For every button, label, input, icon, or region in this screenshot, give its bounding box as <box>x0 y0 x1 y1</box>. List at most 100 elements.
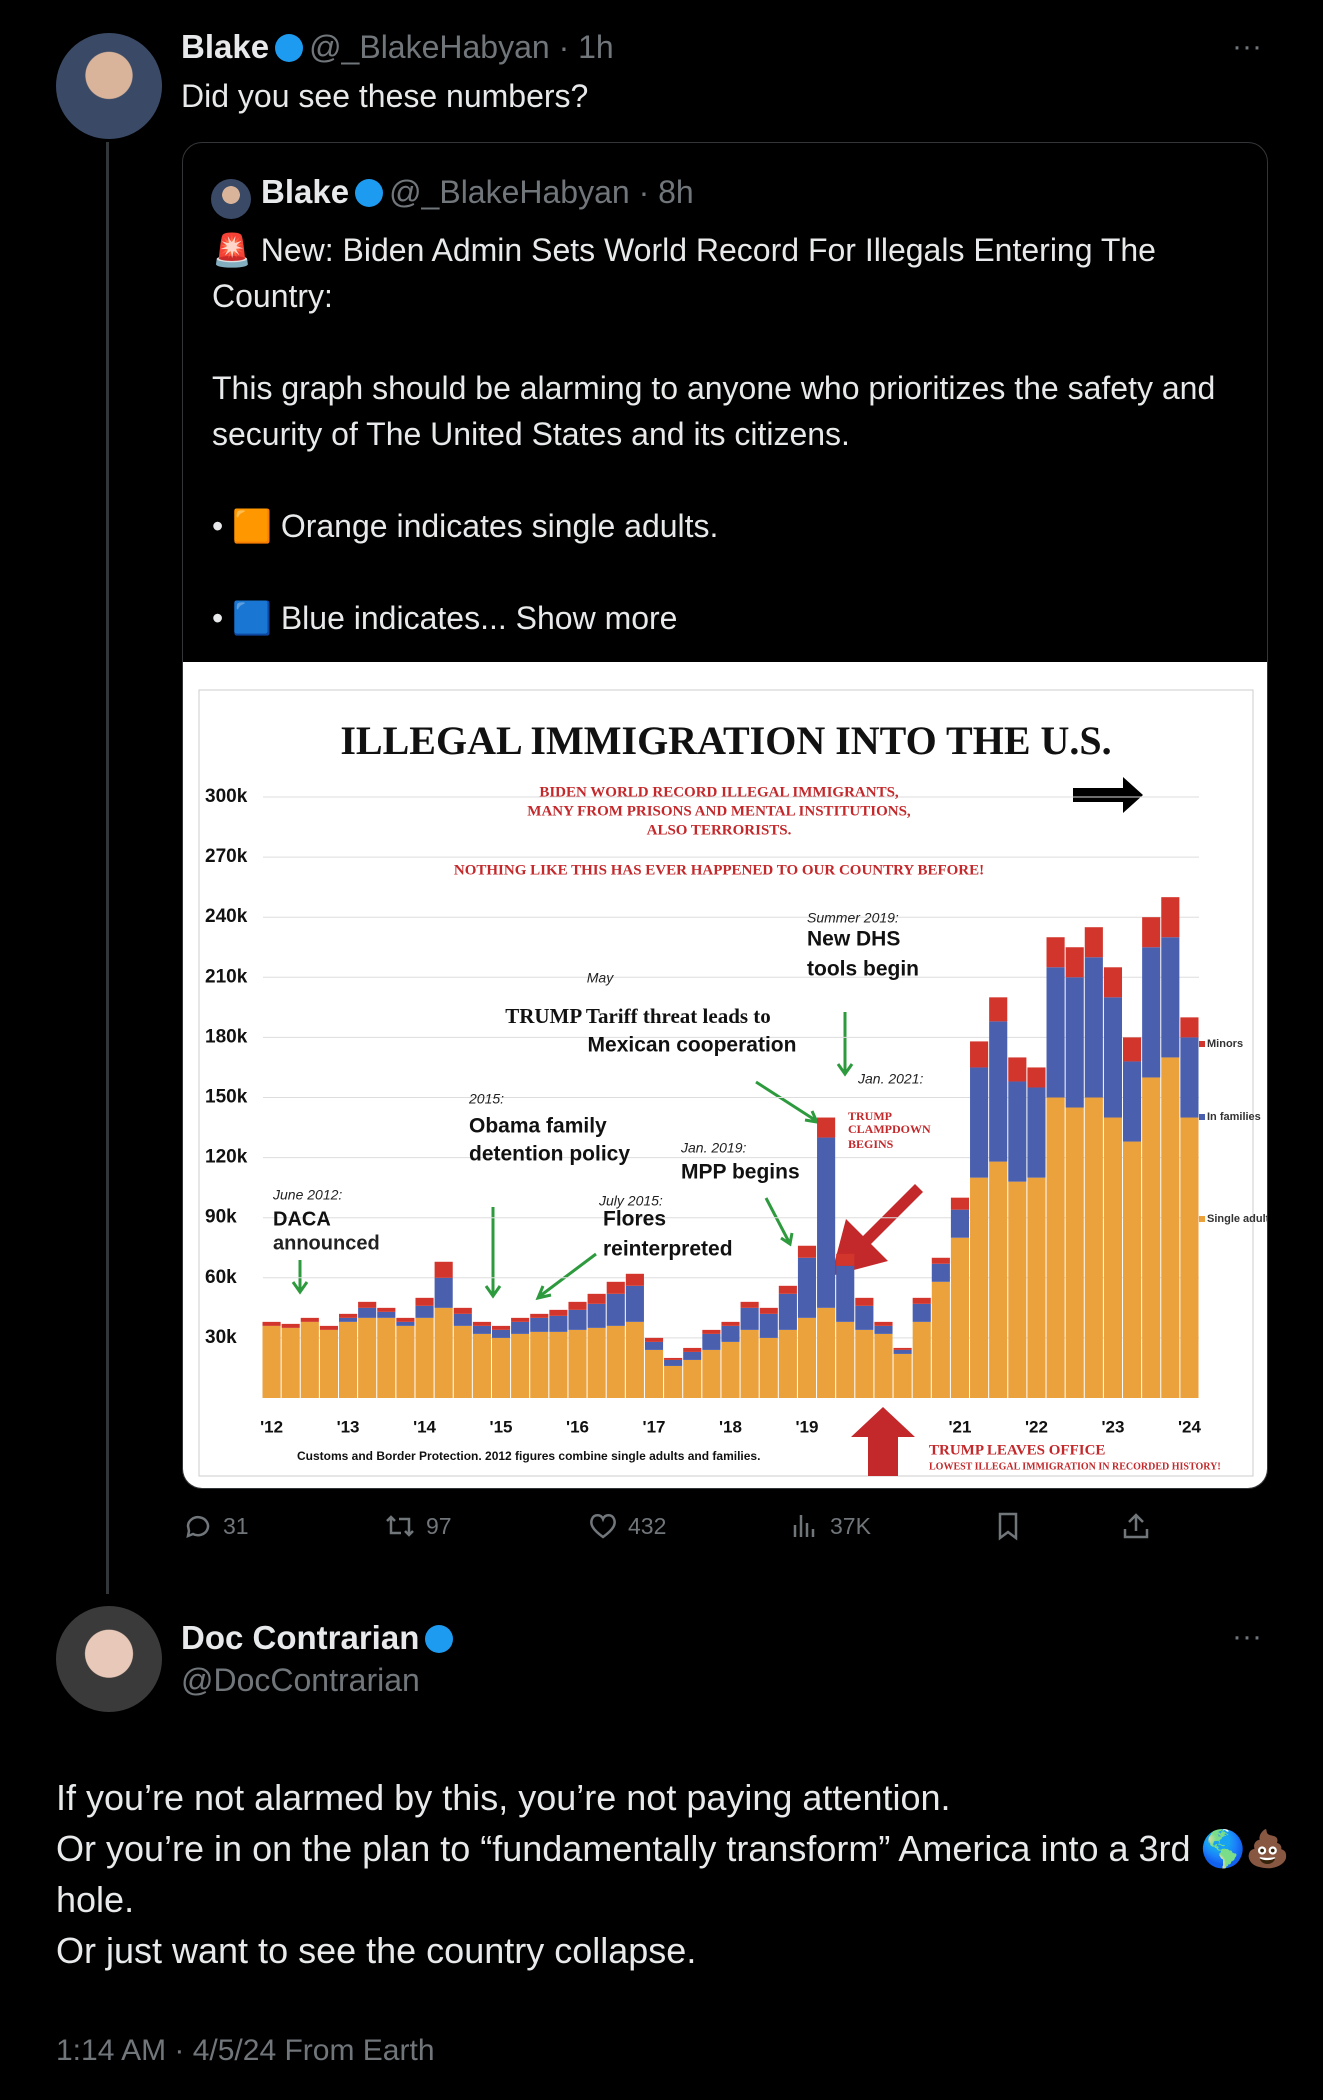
bar-segment <box>568 1309 587 1330</box>
bar-segment <box>740 1301 759 1308</box>
x-tick-label: '24 <box>1178 1417 1201 1436</box>
bar-segment <box>606 1293 625 1326</box>
x-tick-label: '12 <box>260 1417 283 1436</box>
bar-segment <box>434 1261 453 1278</box>
bar-segment <box>778 1293 797 1330</box>
y-tick-label: 180k <box>205 1026 248 1047</box>
bar-segment <box>989 1021 1008 1162</box>
bar-segment <box>970 1041 989 1068</box>
handle[interactable]: @_BlakeHabyan <box>309 29 550 65</box>
bar-segment <box>874 1321 893 1326</box>
legend-label: In families <box>1207 1111 1261 1123</box>
paragraph: This graph should be alarming to anyone … <box>212 370 1216 452</box>
bar-segment <box>1103 997 1123 1118</box>
annotation: detention policy <box>469 1143 630 1166</box>
paragraph: • 🟦 Blue indicates... Show more <box>212 595 1242 641</box>
author-name[interactable]: Doc Contrarian <box>181 1619 420 1656</box>
bar-segment <box>664 1359 683 1366</box>
bar-segment <box>874 1325 893 1334</box>
y-tick-label: 90k <box>205 1207 237 1228</box>
bar-segment <box>358 1317 377 1398</box>
bar-segment <box>415 1305 434 1318</box>
legend-label: Minors <box>1207 1038 1243 1050</box>
bar-segment <box>377 1307 396 1312</box>
bar-segment <box>1161 937 1180 1058</box>
icon <box>186 1515 210 1539</box>
bar-segment <box>491 1337 511 1398</box>
avatar[interactable] <box>56 33 162 139</box>
views-button[interactable]: 37K <box>790 1511 871 1541</box>
annotation: NOTHING LIKE THIS HAS EVER HAPPENED TO O… <box>454 862 984 878</box>
bar-segment <box>893 1353 912 1398</box>
reply-button[interactable]: 31 <box>183 1511 249 1541</box>
bar-segment <box>1008 1181 1027 1398</box>
more-menu[interactable]: ··· <box>1232 30 1262 63</box>
avatar[interactable] <box>56 1606 162 1712</box>
annotation: announced <box>273 1232 380 1254</box>
bar-segment <box>1084 957 1103 1098</box>
bar-segment <box>377 1311 396 1318</box>
bar-segment <box>262 1321 281 1326</box>
bar-segment <box>759 1313 778 1338</box>
bar-segment <box>1046 937 1065 968</box>
repost-button[interactable]: 97 <box>384 1511 452 1541</box>
bar-segment <box>1103 1117 1123 1398</box>
bar-segment <box>568 1301 587 1310</box>
annotation: 2015: <box>468 1091 504 1107</box>
red-arrow <box>831 1184 923 1276</box>
bar-segment <box>1123 1141 1142 1398</box>
quote-handle: @_BlakeHabyan <box>389 174 630 210</box>
show-more[interactable]: Show more <box>515 600 678 636</box>
x-tick-label: '16 <box>566 1417 589 1436</box>
quote-avatar <box>211 179 251 219</box>
x-tick-label: '13 <box>337 1417 360 1436</box>
bar-segment <box>1123 1037 1142 1062</box>
bar-segment <box>836 1265 855 1322</box>
bar-segment <box>931 1263 950 1282</box>
annotation: Summer 2019: <box>807 910 899 926</box>
bar-segment <box>817 1117 836 1138</box>
bar-segment <box>472 1325 491 1334</box>
count: 31 <box>223 1512 249 1539</box>
bar-segment <box>950 1197 970 1210</box>
share-button[interactable] <box>1121 1511 1151 1541</box>
black-arrow <box>1073 777 1143 813</box>
annotation: LOWEST ILLEGAL IMMIGRATION IN RECORDED H… <box>929 1461 1221 1472</box>
x-tick-label: '19 <box>796 1417 819 1436</box>
bar-segment <box>931 1281 950 1398</box>
bar-segment <box>319 1325 338 1330</box>
y-tick-label: 60k <box>205 1267 237 1288</box>
paragraph: • 🟧 Orange indicates single adults. <box>212 508 719 544</box>
x-tick-label: '21 <box>948 1417 971 1436</box>
bar-segment <box>702 1333 721 1350</box>
bar-segment <box>1103 967 1123 998</box>
bar-segment <box>1065 947 1084 978</box>
bar-segment <box>491 1329 511 1338</box>
timestamp: 1:14 AM · 4/5/24 From Earth <box>56 2034 435 2067</box>
bar-segment <box>664 1357 683 1360</box>
time[interactable]: 1h <box>578 29 614 65</box>
count: 432 <box>628 1512 667 1539</box>
bar-segment <box>358 1301 377 1308</box>
bar-segment <box>1027 1087 1046 1178</box>
bar-segment <box>1180 1017 1199 1038</box>
like-button[interactable]: 432 <box>588 1511 666 1541</box>
bar-segment <box>300 1317 319 1322</box>
bookmark-button[interactable] <box>993 1511 1023 1541</box>
bar-segment <box>721 1341 740 1398</box>
bar-segment <box>530 1317 549 1332</box>
annotation: reinterpreted <box>603 1238 733 1261</box>
bar-segment <box>1180 1117 1199 1398</box>
bar-segment <box>511 1333 530 1398</box>
tweet-header: Blake @_BlakeHabyan · 1h <box>181 28 614 66</box>
author-name[interactable]: Blake <box>181 28 270 65</box>
sep: · <box>549 29 579 65</box>
bar-segment <box>989 997 1008 1022</box>
quote-card[interactable]: Blake @_BlakeHabyan · 8h 🚨 New: Biden Adm… <box>182 142 1268 1489</box>
bar-segment <box>568 1329 587 1398</box>
bar-segment <box>606 1281 625 1294</box>
bar-segment <box>338 1321 358 1398</box>
more-menu[interactable]: ··· <box>1232 1620 1262 1653</box>
handle[interactable]: @DocContrarian <box>181 1662 420 1698</box>
